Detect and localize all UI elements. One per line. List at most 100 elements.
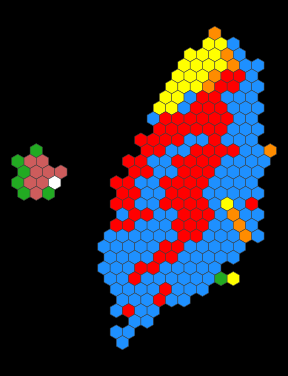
- Polygon shape: [196, 282, 209, 296]
- Polygon shape: [202, 80, 215, 94]
- Polygon shape: [172, 240, 184, 254]
- Polygon shape: [159, 218, 172, 232]
- Polygon shape: [129, 250, 141, 264]
- Polygon shape: [104, 229, 116, 243]
- Polygon shape: [264, 144, 276, 158]
- Polygon shape: [202, 250, 215, 264]
- Polygon shape: [122, 218, 135, 232]
- Polygon shape: [110, 176, 122, 190]
- Polygon shape: [98, 261, 110, 275]
- Polygon shape: [135, 282, 147, 296]
- Polygon shape: [172, 133, 184, 147]
- Polygon shape: [190, 229, 202, 243]
- Polygon shape: [202, 144, 215, 158]
- Polygon shape: [147, 303, 159, 318]
- Polygon shape: [24, 154, 36, 168]
- Polygon shape: [233, 197, 246, 211]
- Polygon shape: [221, 240, 233, 254]
- Polygon shape: [172, 69, 184, 83]
- Polygon shape: [135, 240, 147, 254]
- Polygon shape: [233, 90, 246, 105]
- Polygon shape: [246, 218, 258, 232]
- Polygon shape: [110, 218, 122, 232]
- Polygon shape: [178, 101, 190, 115]
- Polygon shape: [221, 154, 233, 168]
- Polygon shape: [147, 282, 159, 296]
- Polygon shape: [30, 144, 42, 158]
- Polygon shape: [141, 186, 153, 200]
- Polygon shape: [184, 176, 196, 190]
- Polygon shape: [110, 261, 122, 275]
- Polygon shape: [166, 271, 178, 286]
- Polygon shape: [166, 186, 178, 200]
- Polygon shape: [233, 218, 246, 232]
- Polygon shape: [153, 250, 166, 264]
- Polygon shape: [196, 176, 209, 190]
- Polygon shape: [209, 261, 221, 275]
- Polygon shape: [221, 218, 233, 232]
- Polygon shape: [141, 314, 153, 328]
- Polygon shape: [209, 69, 221, 83]
- Polygon shape: [246, 154, 258, 168]
- Polygon shape: [239, 58, 252, 73]
- Polygon shape: [135, 154, 147, 168]
- Polygon shape: [110, 197, 122, 211]
- Polygon shape: [104, 250, 116, 264]
- Polygon shape: [196, 154, 209, 168]
- Polygon shape: [147, 176, 159, 190]
- Polygon shape: [239, 165, 252, 179]
- Polygon shape: [233, 133, 246, 147]
- Polygon shape: [135, 133, 147, 147]
- Polygon shape: [190, 165, 202, 179]
- Polygon shape: [209, 48, 221, 62]
- Polygon shape: [246, 176, 258, 190]
- Polygon shape: [252, 80, 264, 94]
- Polygon shape: [129, 208, 141, 222]
- Polygon shape: [221, 133, 233, 147]
- Polygon shape: [141, 208, 153, 222]
- Polygon shape: [153, 271, 166, 286]
- Polygon shape: [166, 122, 178, 136]
- Polygon shape: [153, 208, 166, 222]
- Polygon shape: [129, 186, 141, 200]
- Polygon shape: [227, 186, 239, 200]
- Polygon shape: [215, 165, 227, 179]
- Polygon shape: [202, 122, 215, 136]
- Polygon shape: [202, 37, 215, 51]
- Polygon shape: [172, 197, 184, 211]
- Polygon shape: [178, 122, 190, 136]
- Polygon shape: [135, 218, 147, 232]
- Polygon shape: [153, 165, 166, 179]
- Polygon shape: [135, 261, 147, 275]
- Polygon shape: [227, 101, 239, 115]
- Polygon shape: [172, 112, 184, 126]
- Polygon shape: [178, 229, 190, 243]
- Polygon shape: [202, 208, 215, 222]
- Polygon shape: [252, 122, 264, 136]
- Polygon shape: [116, 271, 129, 286]
- Polygon shape: [122, 261, 135, 275]
- Polygon shape: [122, 176, 135, 190]
- Polygon shape: [122, 325, 135, 339]
- Polygon shape: [141, 165, 153, 179]
- Polygon shape: [221, 197, 233, 211]
- Polygon shape: [215, 58, 227, 73]
- Polygon shape: [159, 133, 172, 147]
- Polygon shape: [184, 261, 196, 275]
- Polygon shape: [215, 80, 227, 94]
- Polygon shape: [202, 58, 215, 73]
- Polygon shape: [178, 80, 190, 94]
- Polygon shape: [166, 208, 178, 222]
- Polygon shape: [184, 282, 196, 296]
- Polygon shape: [196, 197, 209, 211]
- Polygon shape: [190, 122, 202, 136]
- Polygon shape: [98, 240, 110, 254]
- Polygon shape: [227, 144, 239, 158]
- Polygon shape: [184, 48, 196, 62]
- Polygon shape: [190, 101, 202, 115]
- Polygon shape: [221, 48, 233, 62]
- Polygon shape: [196, 261, 209, 275]
- Polygon shape: [184, 90, 196, 105]
- Polygon shape: [172, 176, 184, 190]
- Polygon shape: [12, 154, 24, 168]
